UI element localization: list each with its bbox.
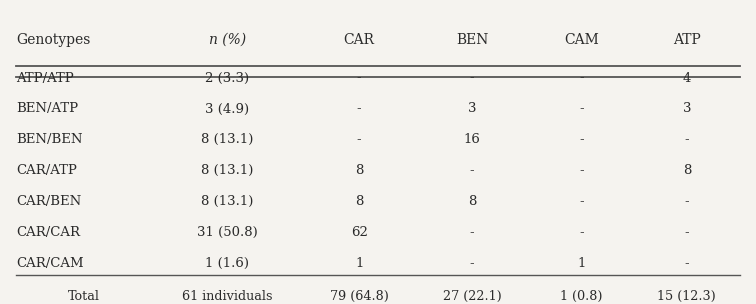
Text: -: - bbox=[469, 71, 475, 85]
Text: CAM: CAM bbox=[564, 33, 599, 47]
Text: 61 individuals: 61 individuals bbox=[182, 290, 273, 302]
Text: -: - bbox=[579, 133, 584, 147]
Text: -: - bbox=[579, 226, 584, 239]
Text: 8 (13.1): 8 (13.1) bbox=[201, 195, 253, 208]
Text: 8: 8 bbox=[355, 195, 364, 208]
Text: 31 (50.8): 31 (50.8) bbox=[197, 226, 258, 239]
Text: 8 (13.1): 8 (13.1) bbox=[201, 164, 253, 177]
Text: ATP: ATP bbox=[673, 33, 701, 47]
Text: CAR/BEN: CAR/BEN bbox=[17, 195, 82, 208]
Text: -: - bbox=[469, 257, 475, 270]
Text: BEN/BEN: BEN/BEN bbox=[17, 133, 83, 147]
Text: -: - bbox=[357, 71, 361, 85]
Text: 8: 8 bbox=[468, 195, 476, 208]
Text: -: - bbox=[469, 226, 475, 239]
Text: -: - bbox=[579, 164, 584, 177]
Text: -: - bbox=[579, 71, 584, 85]
Text: -: - bbox=[684, 133, 689, 147]
Text: CAR/ATP: CAR/ATP bbox=[17, 164, 77, 177]
Text: CAR: CAR bbox=[344, 33, 375, 47]
Text: 8: 8 bbox=[355, 164, 364, 177]
Text: -: - bbox=[684, 226, 689, 239]
Text: -: - bbox=[579, 195, 584, 208]
Text: 1: 1 bbox=[355, 257, 364, 270]
Text: 8: 8 bbox=[683, 164, 691, 177]
Text: 2 (3.3): 2 (3.3) bbox=[206, 71, 249, 85]
Text: 3: 3 bbox=[468, 102, 476, 116]
Text: 15 (12.3): 15 (12.3) bbox=[658, 290, 716, 302]
Text: -: - bbox=[357, 102, 361, 116]
Text: 1: 1 bbox=[577, 257, 586, 270]
Text: 27 (22.1): 27 (22.1) bbox=[443, 290, 501, 302]
Text: BEN/ATP: BEN/ATP bbox=[17, 102, 79, 116]
Text: -: - bbox=[469, 164, 475, 177]
Text: 3: 3 bbox=[683, 102, 691, 116]
Text: -: - bbox=[684, 195, 689, 208]
Text: CAR/CAM: CAR/CAM bbox=[17, 257, 84, 270]
Text: 62: 62 bbox=[351, 226, 367, 239]
Text: 8 (13.1): 8 (13.1) bbox=[201, 133, 253, 147]
Text: BEN: BEN bbox=[456, 33, 488, 47]
Text: n (%): n (%) bbox=[209, 33, 246, 47]
Text: -: - bbox=[579, 102, 584, 116]
Text: 3 (4.9): 3 (4.9) bbox=[206, 102, 249, 116]
Text: -: - bbox=[357, 133, 361, 147]
Text: 1 (1.6): 1 (1.6) bbox=[206, 257, 249, 270]
Text: ATP/ATP: ATP/ATP bbox=[17, 71, 74, 85]
Text: -: - bbox=[684, 257, 689, 270]
Text: 4: 4 bbox=[683, 71, 691, 85]
Text: Total: Total bbox=[68, 290, 101, 302]
Text: Genotypes: Genotypes bbox=[17, 33, 91, 47]
Text: 16: 16 bbox=[463, 133, 481, 147]
Text: CAR/CAR: CAR/CAR bbox=[17, 226, 80, 239]
Text: 1 (0.8): 1 (0.8) bbox=[560, 290, 603, 302]
Text: 79 (64.8): 79 (64.8) bbox=[330, 290, 389, 302]
